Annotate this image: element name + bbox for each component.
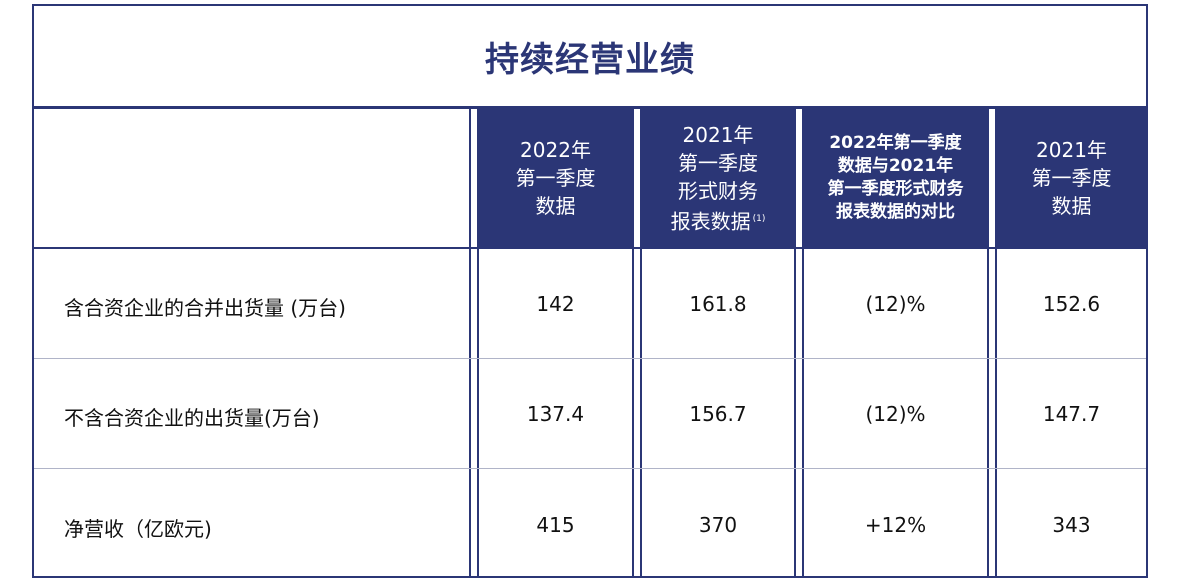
- results-table: 持续经营业绩 2022年 第一季度 数据 2021年 第一季度 形式财务 报表数…: [32, 4, 1148, 578]
- header-text: 第一季度: [1031, 166, 1112, 190]
- row-label-consolidated-shipments: 含合资企业的合并出货量 (万台): [64, 296, 346, 320]
- row-divider: [34, 358, 1146, 359]
- cell-value: 415: [536, 513, 575, 537]
- column-divider: [987, 109, 997, 576]
- cell-value: 343: [1052, 513, 1091, 537]
- cell-value: (12)%: [865, 402, 926, 426]
- header-text: 形式财务: [678, 178, 758, 203]
- header-2021-q1: 2021年 第一季度 数据: [997, 109, 1146, 247]
- table-title: 持续经营业绩: [485, 39, 695, 80]
- cell-value: 370: [698, 513, 738, 537]
- header-2021-q1-pro-forma: 2021年 第一季度 形式财务 报表数据 (1): [642, 109, 794, 247]
- header-text: 报表数据的对比: [836, 202, 955, 222]
- cell-value: (12)%: [865, 292, 926, 316]
- column-divider: [794, 109, 804, 576]
- header-text: 数据与2021年: [837, 156, 954, 176]
- column-divider: [469, 109, 479, 576]
- header-text: 报表数据: [670, 209, 751, 234]
- cell-value: +12%: [864, 513, 927, 537]
- cell-value: 152.6: [1042, 292, 1101, 316]
- row-label-net-revenue: 净营收（亿欧元): [64, 517, 212, 541]
- cell-value: 147.7: [1042, 402, 1101, 426]
- header-2022-q1: 2022年 第一季度 数据: [479, 109, 632, 247]
- cell-value: 142: [536, 292, 575, 316]
- header-bottom-line: [34, 247, 1146, 249]
- cell-value: 161.8: [689, 292, 747, 316]
- cell-value: 137.4: [526, 402, 585, 426]
- header-text: 数据: [535, 194, 576, 218]
- table-grid: 2022年 第一季度 数据 2021年 第一季度 形式财务 报表数据 (1) 20…: [34, 109, 1146, 576]
- header-text: 第一季度形式财务: [827, 179, 964, 199]
- cell-value: 156.7: [689, 402, 747, 426]
- header-text: 数据: [1051, 194, 1092, 218]
- header-text: 2022年: [520, 138, 591, 162]
- footnote-marker: (1): [752, 213, 766, 224]
- header-text: 第一季度: [515, 166, 596, 190]
- header-text: 2021年: [1036, 138, 1107, 162]
- column-divider: [632, 109, 642, 576]
- header-comparison: 2022年第一季度 数据与2021年 第一季度形式财务 报表数据的对比: [804, 109, 987, 247]
- row-divider: [34, 468, 1146, 469]
- header-text: 2022年第一季度: [829, 133, 962, 153]
- row-label-shipments-excl-jv: 不含合资企业的出货量(万台): [64, 406, 320, 430]
- header-text: 2021年: [682, 122, 754, 147]
- title-band: 持续经营业绩: [34, 6, 1146, 109]
- header-text: 第一季度: [678, 150, 758, 175]
